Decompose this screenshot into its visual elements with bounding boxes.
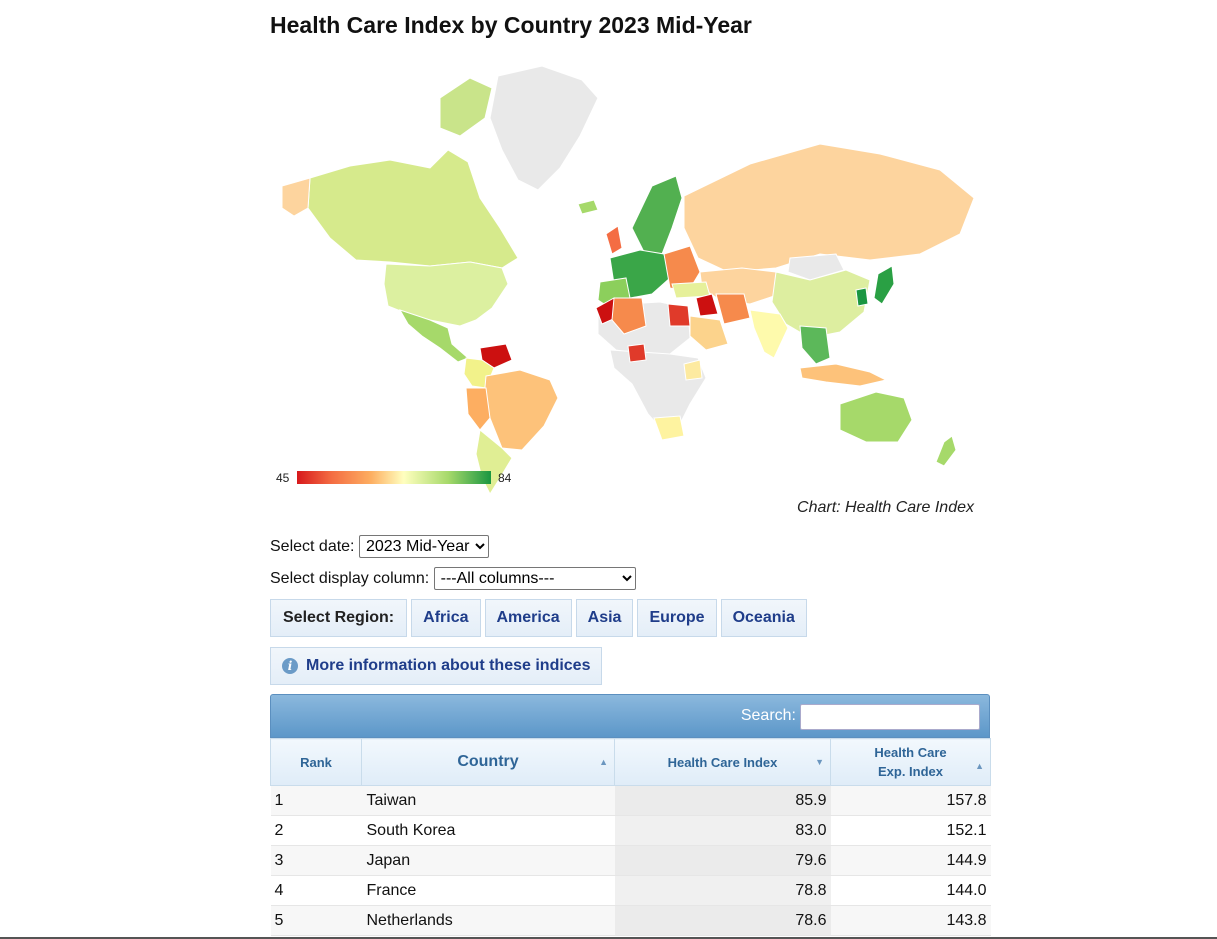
rank-cell: 1 xyxy=(270,785,362,816)
map-region-greenland[interactable] xyxy=(489,65,599,191)
map-region-usa[interactable] xyxy=(383,261,509,327)
ranking-table-container: Search: Rank Country ▲ Health Care Index ▼… xyxy=(270,694,991,936)
world-map-canvas[interactable] xyxy=(280,58,980,498)
table-header-row: Rank Country ▲ Health Care Index ▼ Health … xyxy=(270,738,991,786)
column-selector-row: Select display column: ---All columns--- xyxy=(270,567,636,590)
exp-index-cell: 144.9 xyxy=(830,845,991,876)
date-select[interactable]: 2023 Mid-Year xyxy=(358,535,489,558)
rank-cell: 2 xyxy=(270,815,362,846)
search-input[interactable] xyxy=(800,704,980,730)
exp-index-cell: 144.0 xyxy=(830,875,991,906)
more-info-label: More information about these indices xyxy=(306,657,591,674)
region-button-africa[interactable]: Africa xyxy=(411,599,481,637)
map-region-iraq[interactable] xyxy=(695,293,719,317)
exp-index-cell: 157.8 xyxy=(830,785,991,816)
map-region-algeria[interactable] xyxy=(611,297,647,335)
map-region-peru[interactable] xyxy=(465,387,491,431)
color-legend: 45 84 xyxy=(276,468,526,488)
map-region-saudi[interactable] xyxy=(689,315,729,351)
legend-gradient-bar xyxy=(297,471,491,484)
region-selector-label: Select Region: xyxy=(270,599,408,637)
map-region-indonesia[interactable] xyxy=(799,363,888,387)
map-region-uk[interactable] xyxy=(605,225,623,255)
country-cell: France xyxy=(361,875,615,906)
column-header-rank[interactable]: Rank xyxy=(270,738,362,786)
country-cell: Japan xyxy=(361,845,615,876)
map-region-egypt[interactable] xyxy=(667,303,691,327)
map-region-kenya[interactable] xyxy=(683,359,703,381)
legend-max-label: 84 xyxy=(498,471,512,485)
map-region-mexico[interactable] xyxy=(398,309,469,363)
map-region-new-zealand[interactable] xyxy=(935,435,957,467)
map-region-iceland[interactable] xyxy=(577,199,599,215)
region-selector: Select Region: Africa America Asia Europ… xyxy=(270,599,807,637)
map-region-arctic-islands[interactable] xyxy=(439,77,493,137)
table-row: 3 Japan 79.6 144.9 xyxy=(270,845,991,876)
column-header-rank-label: Rank xyxy=(300,754,332,770)
legend-min-label: 45 xyxy=(276,471,290,485)
map-region-alaska[interactable] xyxy=(281,177,311,217)
map-region-south-africa[interactable] xyxy=(653,415,685,441)
map-region-iran[interactable] xyxy=(715,293,751,325)
rank-cell: 5 xyxy=(270,905,362,936)
table-row: 1 Taiwan 85.9 157.8 xyxy=(270,785,991,816)
map-region-nigeria[interactable] xyxy=(627,343,647,363)
map-region-australia[interactable] xyxy=(839,391,913,443)
country-cell: South Korea xyxy=(361,815,615,846)
column-header-country[interactable]: Country ▲ xyxy=(361,738,615,786)
column-header-country-label: Country xyxy=(457,753,519,770)
map-region-venezuela[interactable] xyxy=(479,343,513,369)
sort-down-icon: ▼ xyxy=(815,757,824,767)
health-care-index-cell: 83.0 xyxy=(614,815,831,846)
region-button-asia[interactable]: Asia xyxy=(575,599,634,637)
column-header-hci-label: Health Care Index xyxy=(667,754,778,770)
ranking-table: Rank Country ▲ Health Care Index ▼ Health … xyxy=(270,738,991,936)
world-map[interactable] xyxy=(280,58,980,498)
table-row: 4 France 78.8 144.0 xyxy=(270,875,991,906)
country-cell: Netherlands xyxy=(361,905,615,936)
chart-credit: Chart: Health Care Index xyxy=(797,499,974,516)
column-header-health-care-index[interactable]: Health Care Index ▼ xyxy=(614,738,831,786)
window-bottom-edge xyxy=(0,937,1217,939)
rank-cell: 3 xyxy=(270,845,362,876)
sort-up-icon: ▲ xyxy=(975,761,984,771)
exp-index-cell: 152.1 xyxy=(830,815,991,846)
health-care-index-cell: 79.6 xyxy=(614,845,831,876)
health-care-index-cell: 85.9 xyxy=(614,785,831,816)
region-button-europe[interactable]: Europe xyxy=(637,599,717,637)
map-region-india[interactable] xyxy=(749,309,789,359)
table-row: 5 Netherlands 78.6 143.8 xyxy=(270,905,991,936)
page-title: Health Care Index by Country 2023 Mid-Ye… xyxy=(270,12,752,38)
column-header-exp-index[interactable]: Health Care Exp. Index ▲ xyxy=(830,738,991,786)
exp-index-cell: 143.8 xyxy=(830,905,991,936)
map-region-korea[interactable] xyxy=(855,287,869,307)
table-row: 2 South Korea 83.0 152.1 xyxy=(270,815,991,846)
rank-cell: 4 xyxy=(270,875,362,906)
map-region-russia[interactable] xyxy=(683,143,975,273)
column-header-exp-label: Health Care Exp. Index xyxy=(874,745,947,779)
map-region-japan[interactable] xyxy=(873,265,895,305)
table-toolbar: Search: xyxy=(270,694,990,738)
info-icon: i xyxy=(282,658,298,674)
map-region-southeast-asia[interactable] xyxy=(799,325,831,365)
column-label: Select display column: xyxy=(270,570,430,587)
more-info-button[interactable]: i More information about these indices xyxy=(270,647,603,685)
date-label: Select date: xyxy=(270,538,355,555)
map-region-brazil[interactable] xyxy=(483,369,559,451)
sort-up-icon: ▲ xyxy=(599,757,608,767)
region-button-oceania[interactable]: Oceania xyxy=(720,599,807,637)
map-region-china[interactable] xyxy=(771,269,871,339)
search-label: Search: xyxy=(740,707,796,724)
map-region-scandinavia[interactable] xyxy=(631,175,683,257)
health-care-index-cell: 78.8 xyxy=(614,875,831,906)
region-button-america[interactable]: America xyxy=(484,599,572,637)
health-care-index-cell: 78.6 xyxy=(614,905,831,936)
column-select[interactable]: ---All columns--- xyxy=(433,567,636,590)
map-region-canada[interactable] xyxy=(307,149,519,269)
date-selector-row: Select date: 2023 Mid-Year xyxy=(270,535,489,558)
map-region-eastern-europe[interactable] xyxy=(663,245,701,293)
country-cell: Taiwan xyxy=(361,785,615,816)
